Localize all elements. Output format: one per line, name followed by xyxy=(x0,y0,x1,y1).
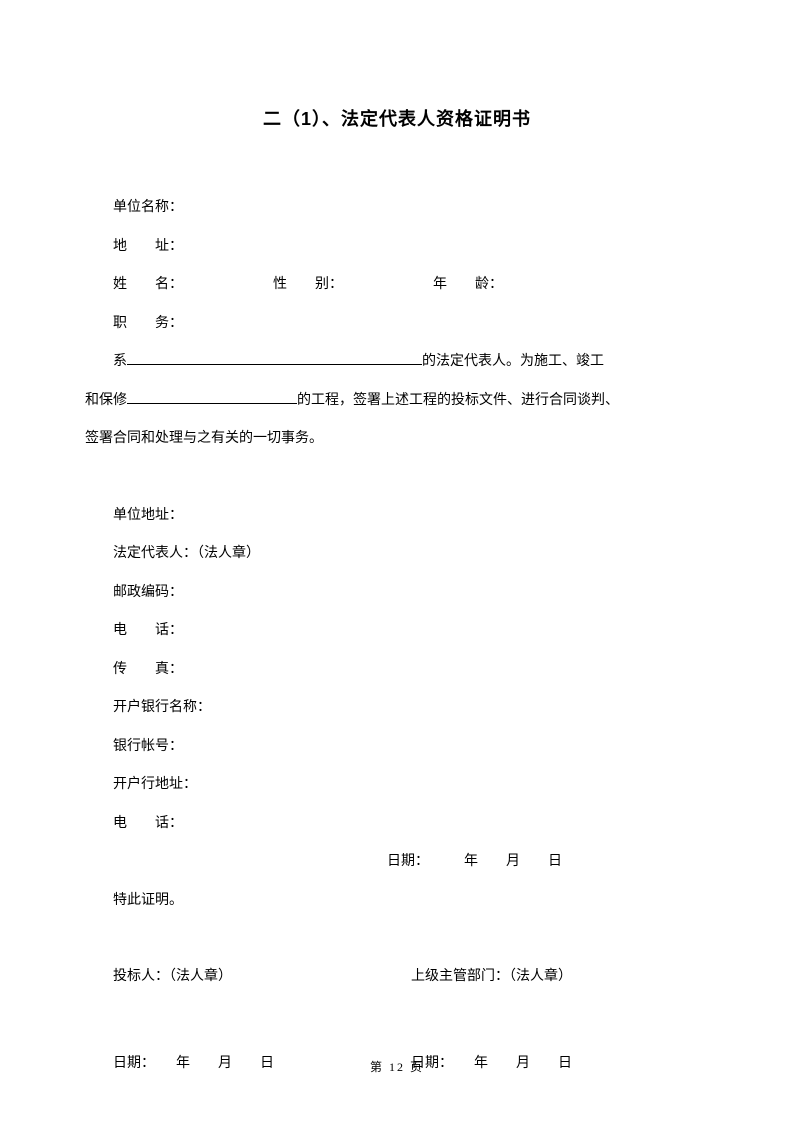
field-fax: 传 真： xyxy=(85,651,709,690)
field-phone2: 电 话： xyxy=(85,805,709,844)
field-gender: 性 别： xyxy=(273,266,433,305)
para2-before: 和保修 xyxy=(85,393,127,408)
signature-row: 投标人：（法人章） 上级主管部门：（法人章） xyxy=(85,958,709,997)
bidder-sign: 投标人：（法人章） xyxy=(113,958,411,997)
field-bank-address: 开户行地址： xyxy=(85,766,709,805)
page-footer: 第 12 页 xyxy=(0,1058,794,1075)
field-age: 年 龄： xyxy=(433,266,503,305)
field-unit-name: 单位名称： xyxy=(85,189,709,228)
field-name: 姓 名： xyxy=(113,266,273,305)
paragraph-line-1: 系 的法定代表人。为施工、竣工 xyxy=(85,343,709,382)
xi-label: 系 xyxy=(113,354,127,369)
field-bank-account: 银行帐号： xyxy=(85,728,709,767)
paragraph-line-3: 签署合同和处理与之有关的一切事务。 xyxy=(85,420,709,459)
superior-sign: 上级主管部门：（法人章） xyxy=(411,958,709,997)
field-phone: 电 话： xyxy=(85,612,709,651)
footer-page-number: 12 xyxy=(389,1060,405,1074)
footer-suffix: 页 xyxy=(410,1060,424,1074)
field-zip: 邮政编码： xyxy=(85,574,709,613)
field-bank-name: 开户银行名称： xyxy=(85,689,709,728)
footer-prefix: 第 xyxy=(370,1060,384,1074)
field-address: 地 址： xyxy=(85,228,709,267)
para2-after: 的工程，签署上述工程的投标文件、进行合同谈判、 xyxy=(297,393,619,408)
field-position: 职 务： xyxy=(85,305,709,344)
certify-line: 特此证明。 xyxy=(85,882,709,921)
para1-after: 的法定代表人。为施工、竣工 xyxy=(422,354,604,369)
document-body: 单位名称： 地 址： 姓 名： 性 别： 年 龄： 职 务： 系 的法定代表人。为… xyxy=(85,189,709,1083)
date-line-1: 日期： 年 月 日 xyxy=(85,843,709,882)
document-title: 二（1）、法定代表人资格证明书 xyxy=(85,105,709,131)
row-name-gender-age: 姓 名： 性 别： 年 龄： xyxy=(85,266,709,305)
field-unit-address: 单位地址： xyxy=(85,497,709,536)
blank-unit xyxy=(127,351,422,365)
field-legal-rep: 法定代表人：（法人章） xyxy=(85,535,709,574)
paragraph-line-2: 和保修 的工程，签署上述工程的投标文件、进行合同谈判、 xyxy=(85,382,709,421)
blank-project xyxy=(127,390,297,404)
